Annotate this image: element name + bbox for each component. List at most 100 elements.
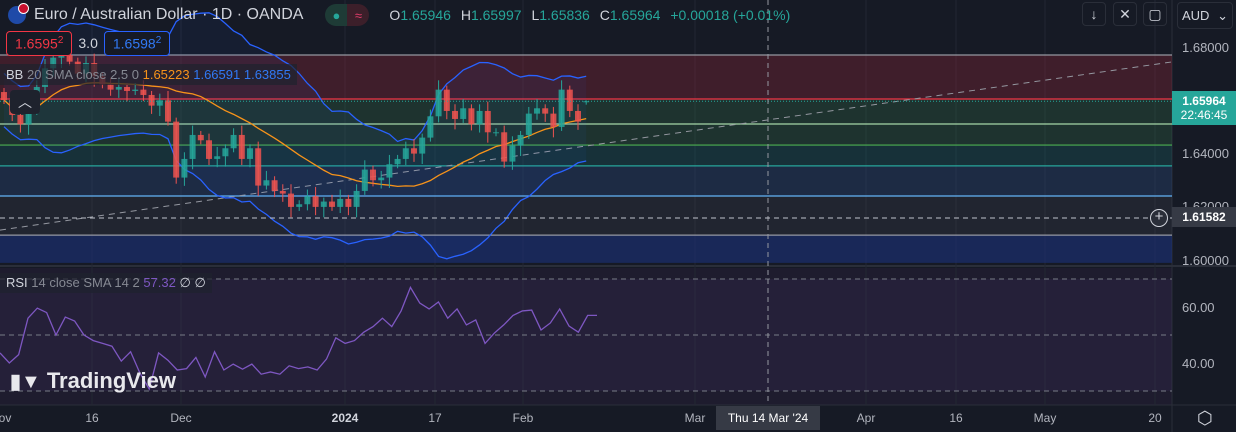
- candle-body: [411, 148, 417, 154]
- candle-body: [427, 116, 434, 138]
- candle-body: [460, 108, 467, 119]
- candle-body: [402, 148, 409, 159]
- candle-body: [1, 92, 7, 101]
- candle-body: [230, 134, 237, 149]
- candle-body: [443, 89, 450, 111]
- price-tick: 1.68000: [1182, 40, 1229, 55]
- time-label: Apr: [856, 411, 876, 425]
- ohlc-readout: O1.65946 H1.65997 L1.65836 C1.65964 +0.0…: [389, 7, 791, 23]
- time-label: Mar: [684, 411, 706, 425]
- candle-body: [238, 134, 245, 159]
- spread: 3.0: [78, 35, 98, 52]
- settings-icon[interactable]: ⬡: [1197, 408, 1213, 428]
- crosshair-date-tag: Thu 14 Mar '24: [716, 406, 820, 430]
- candle-body: [263, 180, 270, 186]
- market-status[interactable]: ● ≈: [325, 4, 370, 26]
- candle-body: [468, 108, 475, 125]
- candle-body: [148, 94, 155, 106]
- sell-button[interactable]: 1.65952: [6, 31, 73, 56]
- time-label: Feb: [512, 411, 534, 425]
- candle-body: [320, 201, 327, 207]
- candle-body: [124, 86, 130, 91]
- buy-button[interactable]: 1.65982: [103, 31, 171, 56]
- time-label: 16: [949, 411, 963, 425]
- bb-lower-line: [3, 126, 587, 260]
- time-label: 20: [1148, 411, 1162, 425]
- price-tick: 1.64000: [1182, 146, 1229, 161]
- fullscreen-icon: ▢: [1148, 5, 1162, 22]
- candle-body: [214, 156, 221, 159]
- candle-body: [189, 134, 196, 159]
- candle-body: [312, 196, 319, 207]
- currency-select[interactable]: AUD ⌄: [1177, 2, 1233, 29]
- candle-body: [279, 190, 286, 194]
- candle-body: [361, 169, 368, 191]
- time-label: Dec: [170, 411, 192, 425]
- candle-body: [271, 180, 278, 191]
- candle-body: [304, 196, 311, 205]
- candle-body: [419, 137, 426, 154]
- candle-body: [386, 164, 393, 178]
- candle-body: [493, 132, 499, 134]
- candle-body: [181, 158, 188, 178]
- rsi-line: [0, 285, 597, 391]
- market-open-dot-icon: ●: [325, 4, 348, 26]
- candle-body: [566, 89, 573, 111]
- collapse-legend-button[interactable]: ︿: [10, 90, 40, 114]
- chart-header: Euro / Australian Dollar · 1D · OANDA ● ≈…: [8, 3, 796, 26]
- candle-body: [534, 108, 540, 114]
- rsi-legend[interactable]: RSI 14 close SMA 14 2 57.32 ∅ ∅: [0, 273, 212, 293]
- candle-body: [17, 114, 24, 125]
- time-label: 2024: [331, 411, 359, 425]
- candle-body: [452, 110, 458, 119]
- candle-body: [558, 89, 565, 127]
- candle-body: [501, 132, 508, 162]
- rsi-tick: 40.00: [1182, 356, 1215, 371]
- bb-legend[interactable]: BB 20 SMA close 2.5 0 1.65223 1.66591 1.…: [0, 64, 297, 85]
- candle-body: [394, 158, 401, 165]
- candle-body: [115, 86, 122, 90]
- candle-body: [484, 110, 491, 133]
- candle-body: [296, 204, 303, 207]
- add-alert-plus-icon[interactable]: +: [1150, 209, 1168, 227]
- candle-body: [476, 110, 483, 125]
- candle-body: [132, 89, 139, 91]
- eur-aud-flag-icon: [8, 3, 29, 24]
- candle-body: [378, 177, 385, 181]
- candle-body: [25, 110, 32, 125]
- candle-body: [550, 113, 557, 127]
- candle-body: [370, 169, 376, 181]
- candle-body: [435, 89, 442, 117]
- candle-body: [58, 54, 65, 58]
- scroll-down-button[interactable]: ↓: [1082, 2, 1106, 26]
- candle-body: [173, 121, 180, 178]
- candle-body: [247, 148, 253, 159]
- price-tick: 1.60000: [1182, 253, 1229, 268]
- arrow-down-icon: ↓: [1090, 6, 1098, 22]
- candle-body: [337, 198, 344, 207]
- candle-body: [345, 198, 352, 207]
- price-zone: [0, 235, 1172, 263]
- candle-body: [575, 110, 581, 122]
- rsi-tick: 60.00: [1182, 300, 1215, 315]
- candle-body: [329, 201, 335, 207]
- candle-body: [107, 84, 114, 90]
- candle-body: [583, 101, 590, 103]
- collapse-icon: ✕: [1119, 5, 1131, 22]
- fullscreen-button[interactable]: ▢: [1143, 2, 1167, 26]
- symbol-title[interactable]: Euro / Australian Dollar · 1D · OANDA: [34, 6, 304, 23]
- price-zone: [0, 195, 1172, 236]
- candle-body: [140, 89, 147, 95]
- candle-body: [156, 100, 163, 106]
- time-label: 17: [428, 411, 442, 425]
- candle-body: [50, 57, 57, 69]
- collapse-button[interactable]: ✕: [1113, 2, 1137, 26]
- wave-icon: ≈: [347, 4, 370, 26]
- candle-body: [509, 145, 516, 162]
- price-zone: [0, 165, 1172, 196]
- chevron-down-icon: ⌄: [1217, 8, 1228, 23]
- candle-body: [517, 134, 524, 146]
- candle-body: [255, 148, 262, 186]
- candle-body: [525, 113, 532, 135]
- tradingview-logo[interactable]: ▮▼ TradingView: [10, 368, 176, 393]
